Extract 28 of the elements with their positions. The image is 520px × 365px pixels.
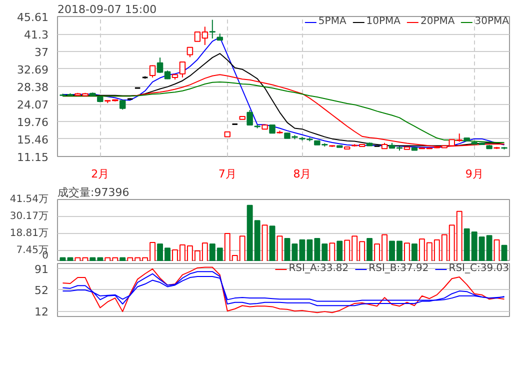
y-tick-label: 52	[34, 284, 49, 297]
legend-label: 30PMA	[474, 16, 509, 27]
y-tick-label: 28.38	[17, 81, 49, 94]
y-tick-label: 45.61	[17, 11, 49, 24]
legend-label: RSI_A:33.82	[288, 263, 349, 274]
x-tick-label: 8月	[293, 168, 312, 180]
y-tick-label: 30.17万	[10, 210, 49, 222]
x-tick-label: 2月	[91, 168, 110, 180]
legend-label: 5PMA	[318, 16, 346, 27]
y-tick-label: 41.54万	[10, 194, 49, 205]
legend-label: 20PMA	[420, 16, 455, 27]
legend-label: RSI_B:37.92	[368, 263, 429, 274]
chart-title: 2018-09-07 15:00	[58, 3, 157, 16]
x-tick-label: 9月	[465, 168, 484, 180]
y-tick-label: 91	[34, 262, 49, 276]
x-tick-label: 7月	[218, 168, 236, 180]
legend-label: 10PMA	[366, 16, 401, 27]
y-tick-label: 18.81万	[10, 228, 49, 239]
y-tick-label: 11.15	[17, 151, 49, 164]
y-tick-label: 19.76	[17, 116, 49, 130]
y-tick-label: 32.69	[17, 63, 49, 76]
y-tick-label: 37	[34, 46, 49, 59]
chart-title: 成交量:97396	[58, 186, 130, 199]
y-tick-label: 12	[34, 306, 49, 319]
y-tick-label: 15.46	[17, 133, 49, 146]
y-tick-label: 24.07	[17, 98, 49, 112]
y-tick-label: 41.3	[24, 28, 49, 42]
legend-label: RSI_C:39.03	[448, 263, 509, 274]
